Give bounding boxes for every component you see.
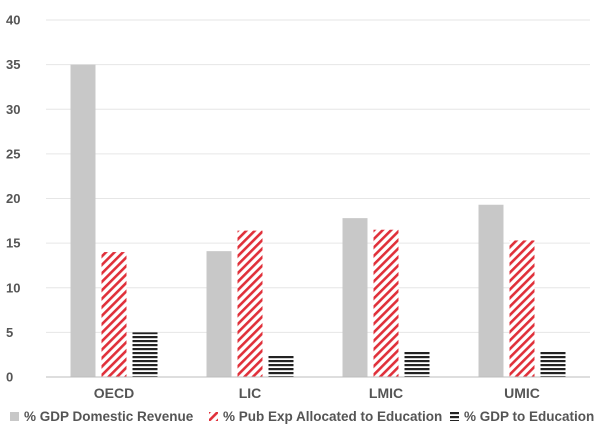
legend-label: % GDP Domestic Revenue [24, 409, 194, 424]
bar [342, 218, 368, 377]
y-tick-label: 15 [6, 236, 20, 251]
bar [237, 230, 263, 377]
bar [540, 351, 566, 377]
x-category-label: LMIC [369, 385, 403, 401]
y-tick-label: 40 [6, 13, 20, 28]
x-axis: OECD LIC LMIC UMIC [94, 385, 540, 401]
y-tick-label: 25 [6, 146, 20, 161]
gridlines [46, 19, 590, 333]
x-category-label: LIC [239, 385, 262, 401]
x-category-label: UMIC [504, 385, 540, 401]
legend: % GDP Domestic Revenue % Pub Exp Allocate… [10, 409, 594, 424]
y-tick-label: 20 [6, 191, 20, 206]
bars [70, 64, 566, 377]
y-tick-label: 30 [6, 102, 20, 117]
bar [509, 240, 535, 377]
bar [70, 64, 96, 377]
legend-swatch [209, 412, 218, 421]
bar [132, 332, 158, 377]
y-tick-label: 10 [6, 280, 20, 295]
legend-label: % GDP to Education [464, 409, 594, 424]
bar [101, 252, 127, 377]
bar [404, 351, 430, 377]
y-tick-label: 35 [6, 57, 20, 72]
y-tick-label: 0 [6, 370, 13, 385]
legend-swatch [10, 412, 19, 421]
bar [206, 251, 232, 377]
bar [373, 229, 399, 377]
y-axis: 0 5 10 15 20 25 30 35 40 [6, 13, 20, 385]
x-category-label: OECD [94, 385, 134, 401]
legend-swatch [450, 412, 459, 421]
bar [268, 355, 294, 377]
legend-label: % Pub Exp Allocated to Education [223, 409, 442, 424]
bar [478, 204, 504, 377]
y-tick-label: 5 [6, 325, 13, 340]
